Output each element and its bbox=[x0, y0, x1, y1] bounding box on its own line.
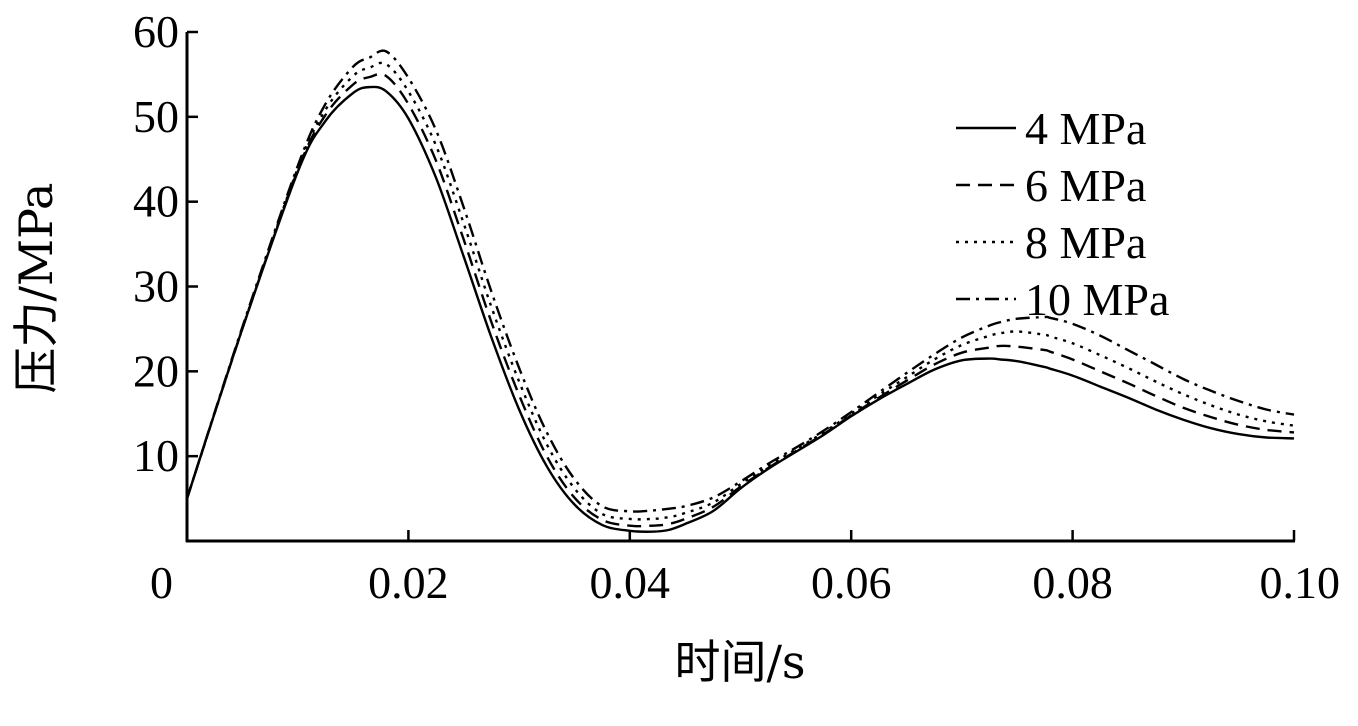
x-tick-label: 0.10 bbox=[1260, 557, 1341, 608]
series-line-3 bbox=[185, 49, 1295, 513]
legend: 4 MPa 6 MPa 8 MPa 10 MPa bbox=[956, 103, 1169, 325]
series-line-1 bbox=[185, 72, 1295, 528]
axis-ticks: 10 20 30 40 50 60 0 0.02 0.04 0.06 0.08 0.10 bbox=[133, 6, 1340, 608]
x-tick-label: 0.04 bbox=[590, 557, 671, 608]
series-line-0 bbox=[185, 85, 1295, 533]
legend-label: 8 MPa bbox=[1025, 217, 1146, 268]
y-tick-label: 60 bbox=[133, 6, 179, 57]
series-line-2 bbox=[185, 61, 1295, 521]
legend-label: 4 MPa bbox=[1025, 103, 1146, 154]
legend-label: 10 MPa bbox=[1025, 274, 1169, 325]
y-tick-label: 50 bbox=[133, 91, 179, 142]
x-tick-label: 0.08 bbox=[1032, 557, 1113, 608]
y-axis-title: 压力/MPa bbox=[9, 183, 63, 394]
x-tick-label: 0.02 bbox=[368, 557, 449, 608]
x-tick-label: 0 bbox=[150, 557, 173, 608]
y-tick-label: 40 bbox=[133, 176, 179, 227]
x-axis-title: 时间/s bbox=[674, 635, 805, 689]
y-tick-label: 30 bbox=[133, 261, 179, 312]
x-tick-label: 0.06 bbox=[811, 557, 892, 608]
y-tick-label: 20 bbox=[133, 345, 179, 396]
series-lines bbox=[185, 49, 1295, 533]
y-tick-label: 10 bbox=[133, 430, 179, 481]
legend-label: 6 MPa bbox=[1025, 160, 1146, 211]
